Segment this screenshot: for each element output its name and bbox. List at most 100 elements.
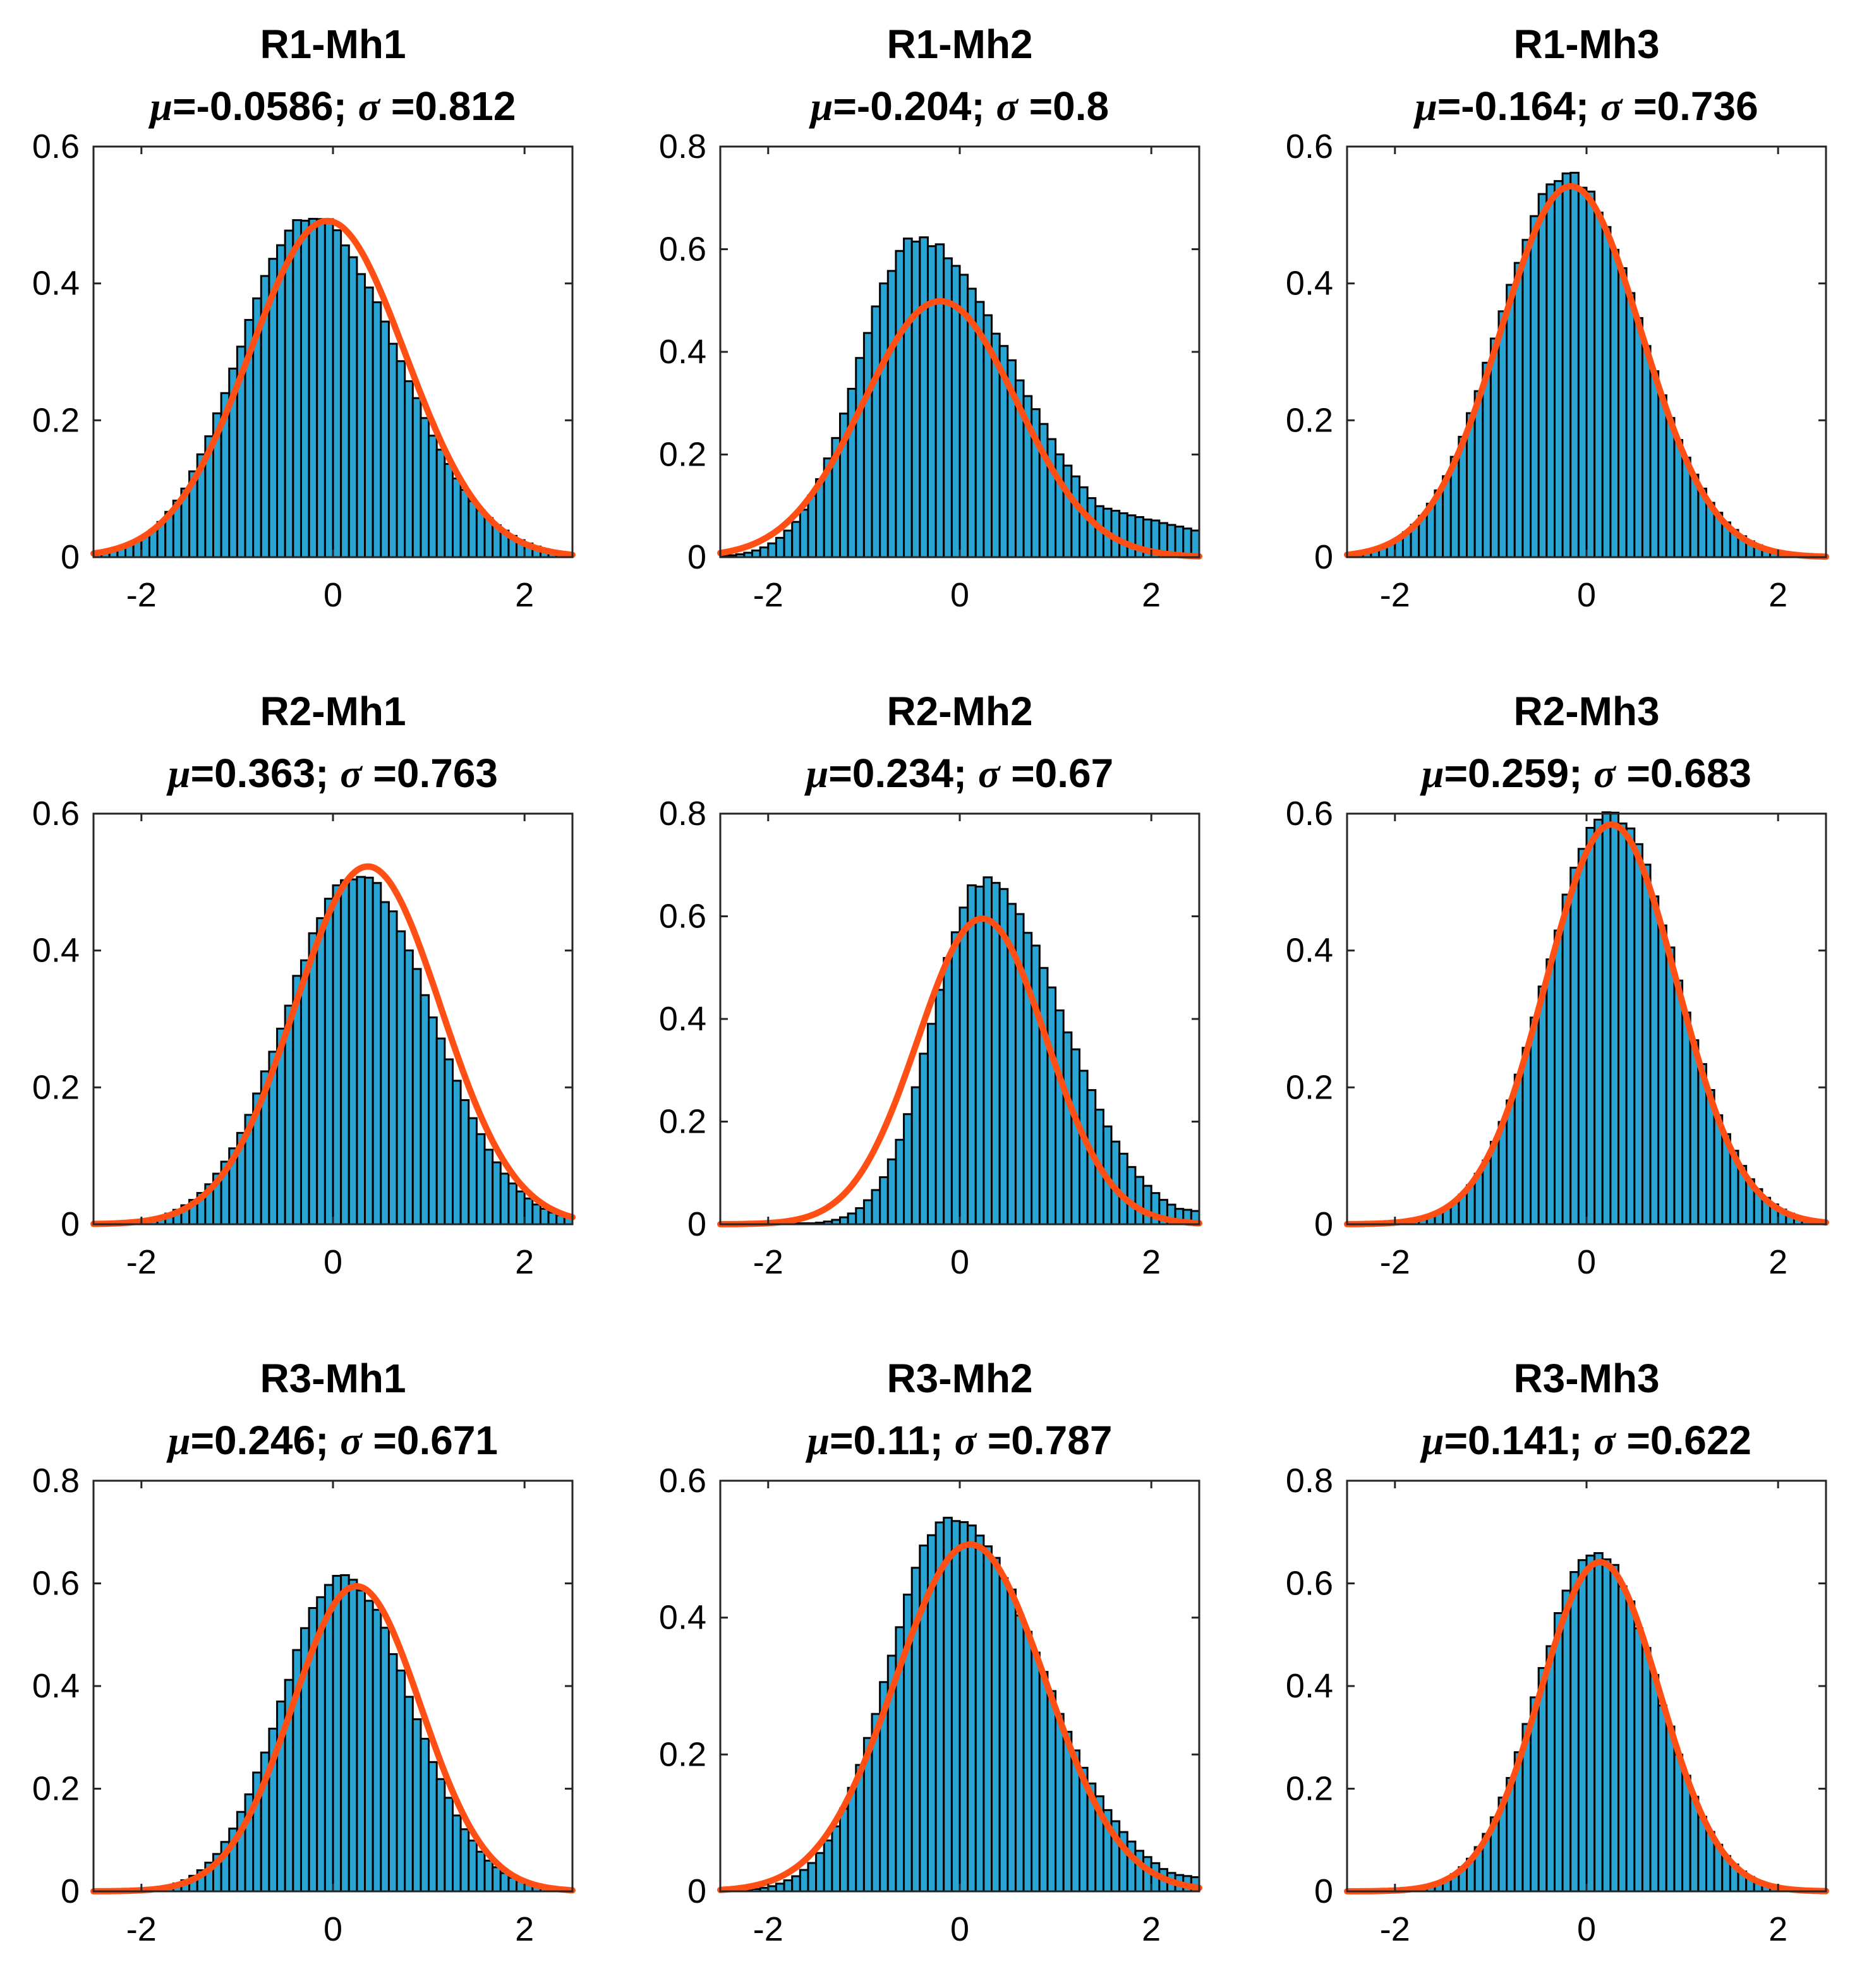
- histogram-bar: [420, 417, 430, 558]
- histogram-bar: [831, 1825, 842, 1893]
- histogram-bar: [1625, 827, 1636, 1226]
- histogram-bar: [323, 1584, 334, 1893]
- histogram-bar: [807, 494, 818, 558]
- histogram-bar: [1641, 345, 1652, 558]
- histogram-bar: [435, 1778, 446, 1893]
- sigma-symbol: σ: [1600, 84, 1623, 129]
- histogram-bar: [292, 219, 302, 558]
- histogram-bar: [1681, 1011, 1691, 1226]
- mu-symbol: μ: [804, 751, 829, 796]
- x-tick-label: 0: [323, 1243, 342, 1281]
- histogram-bar: [1506, 1099, 1516, 1226]
- histogram-bar: [323, 218, 334, 558]
- histogram-bar: [1553, 180, 1564, 558]
- histogram-bar: [1118, 512, 1128, 558]
- subplot-r3-mh3: R3-Mh3 μ=0.141; σ =0.622 0 0.2 0.4 0.6 0.8 -2 0 2: [1286, 1356, 1829, 1948]
- histogram-bar: [1134, 1176, 1145, 1226]
- histogram-bar: [847, 1212, 857, 1226]
- histogram-bar: [1521, 239, 1532, 558]
- normal-fit-curve: [717, 1541, 1202, 1893]
- y-tick-label: 0.6: [1286, 795, 1333, 833]
- histogram-bar: [879, 282, 889, 558]
- histogram-bar: [967, 1524, 977, 1893]
- histogram-bar: [1545, 183, 1556, 558]
- histogram-bar: [1593, 212, 1604, 558]
- y-tick-label: 0: [1314, 538, 1333, 576]
- x-tick-label: -2: [753, 1910, 783, 1948]
- histogram-bar: [411, 968, 422, 1226]
- histogram-bar: [1649, 370, 1660, 558]
- histogram-bar: [475, 1850, 486, 1893]
- x-tick-label: 0: [1577, 1243, 1596, 1281]
- histogram-bar: [919, 1052, 929, 1226]
- histogram-bar: [1055, 1009, 1065, 1226]
- histogram-bar: [1673, 1753, 1684, 1893]
- x-tick-label: 2: [1142, 576, 1161, 614]
- y-tick-label: 0: [687, 538, 706, 576]
- histogram-bar: [1569, 1571, 1580, 1893]
- histogram-bar: [903, 1113, 913, 1226]
- y-tick-label: 0: [1314, 1872, 1333, 1910]
- histogram-bar: [539, 1208, 550, 1226]
- sigma-value: =0.671: [362, 1418, 498, 1463]
- x-tick-label: 0: [1577, 576, 1596, 614]
- histogram-bar: [910, 240, 921, 558]
- y-tick-label: 0.2: [659, 1735, 706, 1773]
- y-tick-label: 0.6: [1286, 1565, 1333, 1603]
- histogram-bar: [332, 229, 342, 558]
- histogram-bar: [895, 250, 905, 558]
- histogram-bar: [1086, 497, 1097, 558]
- histogram-bar: [839, 1216, 849, 1226]
- histogram-bar: [404, 1696, 414, 1893]
- y-tick-label: 0.6: [1286, 128, 1333, 166]
- histogram-bar: [950, 1520, 961, 1893]
- histogram-bar: [926, 1023, 937, 1226]
- y-tick-label: 0.4: [659, 1599, 706, 1637]
- y-tick-label: 0.6: [659, 898, 706, 936]
- histogram-bar: [1601, 1558, 1612, 1893]
- histogram-bar: [299, 219, 310, 558]
- sigma-symbol: σ: [1593, 1418, 1616, 1463]
- histogram-bar: [420, 994, 430, 1226]
- histogram-bar: [332, 1575, 342, 1893]
- histogram-bar: [1007, 1588, 1017, 1893]
- subplot-title: R1-Mh2: [886, 21, 1032, 67]
- subplot-title: R1-Mh3: [1513, 21, 1659, 67]
- mu-value: =0.141;: [1444, 1418, 1594, 1463]
- histogram-bar: [411, 1718, 422, 1893]
- histogram-bar: [1617, 267, 1628, 558]
- histogram-bar: [483, 1859, 494, 1893]
- histogram-bar: [982, 876, 993, 1226]
- sigma-symbol: σ: [978, 751, 1001, 796]
- histogram-bar: [1489, 337, 1500, 558]
- histogram-bar: [483, 1148, 494, 1226]
- x-tick-label: 0: [950, 1910, 969, 1948]
- x-tick-label: -2: [126, 1243, 157, 1281]
- subplot-title: R3-Mh3: [1513, 1356, 1659, 1401]
- sigma-value: =0.67: [1000, 750, 1114, 796]
- histogram-bar: [356, 876, 366, 1226]
- y-tick-label: 0.4: [659, 1000, 706, 1038]
- histogram-bar: [1577, 186, 1588, 558]
- histogram-bar: [1545, 1645, 1556, 1893]
- histogram-bar: [380, 901, 390, 1226]
- sigma-value: =0.787: [976, 1418, 1112, 1463]
- histogram-bar: [1665, 417, 1676, 558]
- histogram-bars: [1346, 811, 1827, 1226]
- x-tick-label: 2: [1768, 1910, 1787, 1948]
- mu-symbol: μ: [166, 1418, 191, 1463]
- y-tick-label: 0.6: [659, 231, 706, 268]
- histogram-bar: [284, 229, 294, 558]
- histogram-bar: [862, 332, 873, 558]
- subplot-r2-mh2: R2-Mh2 μ=0.234; σ =0.67 0 0.2 0.4 0.6 0.8 -2 0 2: [659, 689, 1202, 1281]
- histogram-bar: [396, 1669, 406, 1893]
- histogram-bar: [1055, 453, 1065, 558]
- y-tick-label: 0.4: [1286, 932, 1333, 970]
- x-tick-label: 2: [1768, 1243, 1787, 1281]
- mu-symbol: μ: [166, 751, 191, 796]
- y-tick-label: 0: [61, 538, 80, 576]
- subplot-title: R2-Mh3: [1513, 689, 1659, 734]
- x-tick-label: 0: [1577, 1910, 1596, 1948]
- histogram-bars: [92, 1574, 574, 1893]
- histogram-bar: [1593, 818, 1604, 1226]
